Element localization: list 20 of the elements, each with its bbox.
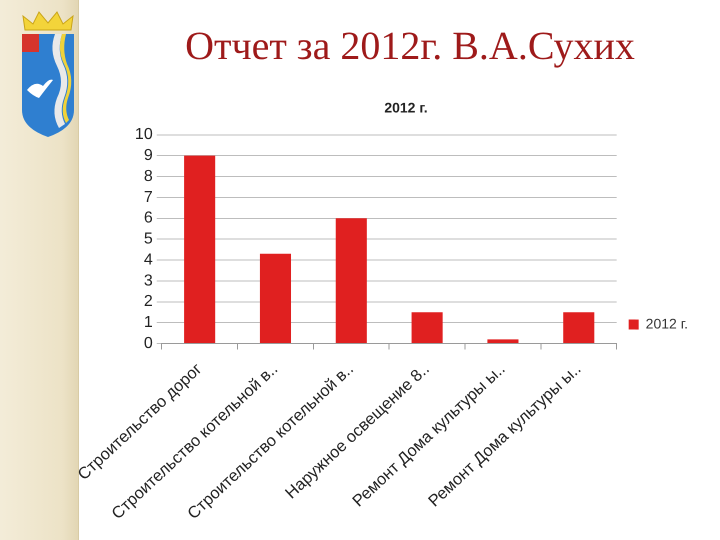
bar	[563, 312, 594, 344]
bar	[184, 156, 216, 344]
chart-title: Отчет за 2012г. В.А.Сухих	[184, 22, 636, 70]
bar	[336, 218, 367, 344]
bar	[487, 339, 518, 344]
y-tick-label: 9	[144, 147, 153, 164]
y-tick-label: 1	[144, 314, 153, 332]
bar	[260, 254, 292, 344]
y-tick-label: 8	[144, 168, 153, 185]
legend-label: 2012 г.	[646, 315, 688, 332]
chart-subtitle: 2012 г.	[384, 99, 428, 116]
bar	[412, 312, 443, 344]
y-tick-label: 5	[144, 230, 153, 248]
y-tick-label: 4	[144, 251, 153, 268]
y-tick-label: 6	[144, 210, 153, 227]
y-tick-label: 2	[144, 293, 153, 310]
y-tick-label: 10	[134, 126, 153, 144]
y-tick-label: 3	[144, 272, 153, 290]
y-tick-label: 7	[144, 188, 153, 206]
y-tick-label: 0	[144, 334, 153, 352]
